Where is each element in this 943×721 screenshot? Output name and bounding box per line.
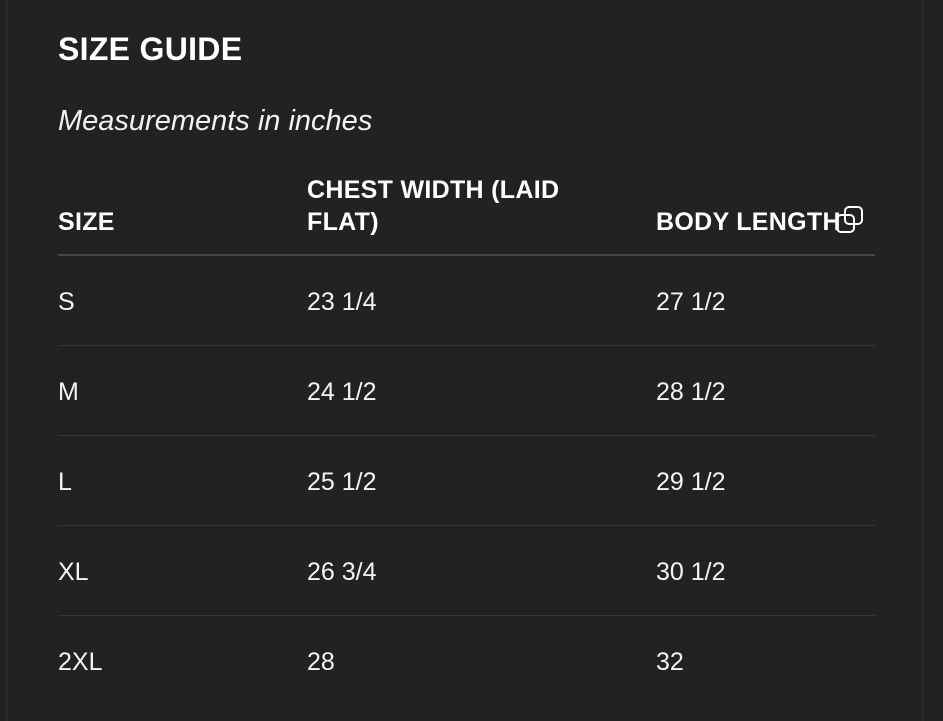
cell-body-length: 29 1/2 — [656, 468, 726, 496]
copy-icon[interactable] — [835, 205, 865, 235]
table-row: M 24 1/2 28 1/2 — [58, 346, 875, 436]
header-chest-width: CHEST WIDTH (LAID FLAT) — [307, 176, 560, 236]
cell-size: M — [58, 378, 79, 406]
cell-chest-width: 28 — [307, 648, 335, 676]
cell-chest-width: 24 1/2 — [307, 378, 377, 406]
table-row: 2XL 28 32 — [58, 616, 875, 705]
header-size: SIZE — [58, 208, 115, 236]
cell-body-length: 32 — [656, 648, 684, 676]
cell-chest-width: 26 3/4 — [307, 558, 377, 586]
header-body-length: BODY LENGTH — [656, 208, 841, 236]
cell-body-length: 28 1/2 — [656, 378, 726, 406]
cell-size: L — [58, 468, 72, 496]
table-row: L 25 1/2 29 1/2 — [58, 436, 875, 526]
cell-chest-width: 23 1/4 — [307, 288, 377, 316]
page-title: SIZE GUIDE — [58, 31, 243, 67]
cell-size: XL — [58, 558, 89, 586]
table-row: S 23 1/4 27 1/2 — [58, 256, 875, 346]
cell-size: S — [58, 288, 75, 316]
table-row: XL 26 3/4 30 1/2 — [58, 526, 875, 616]
cell-size: 2XL — [58, 648, 103, 676]
cell-chest-width: 25 1/2 — [307, 468, 377, 496]
table-header: SIZE CHEST WIDTH (LAID FLAT) BODY LENGTH — [58, 172, 875, 256]
cell-body-length: 27 1/2 — [656, 288, 726, 316]
left-border — [6, 0, 8, 721]
subtitle: Measurements in inches — [58, 105, 373, 137]
right-border — [922, 0, 924, 721]
cell-body-length: 30 1/2 — [656, 558, 726, 586]
size-table: SIZE CHEST WIDTH (LAID FLAT) BODY LENGTH… — [58, 172, 875, 705]
